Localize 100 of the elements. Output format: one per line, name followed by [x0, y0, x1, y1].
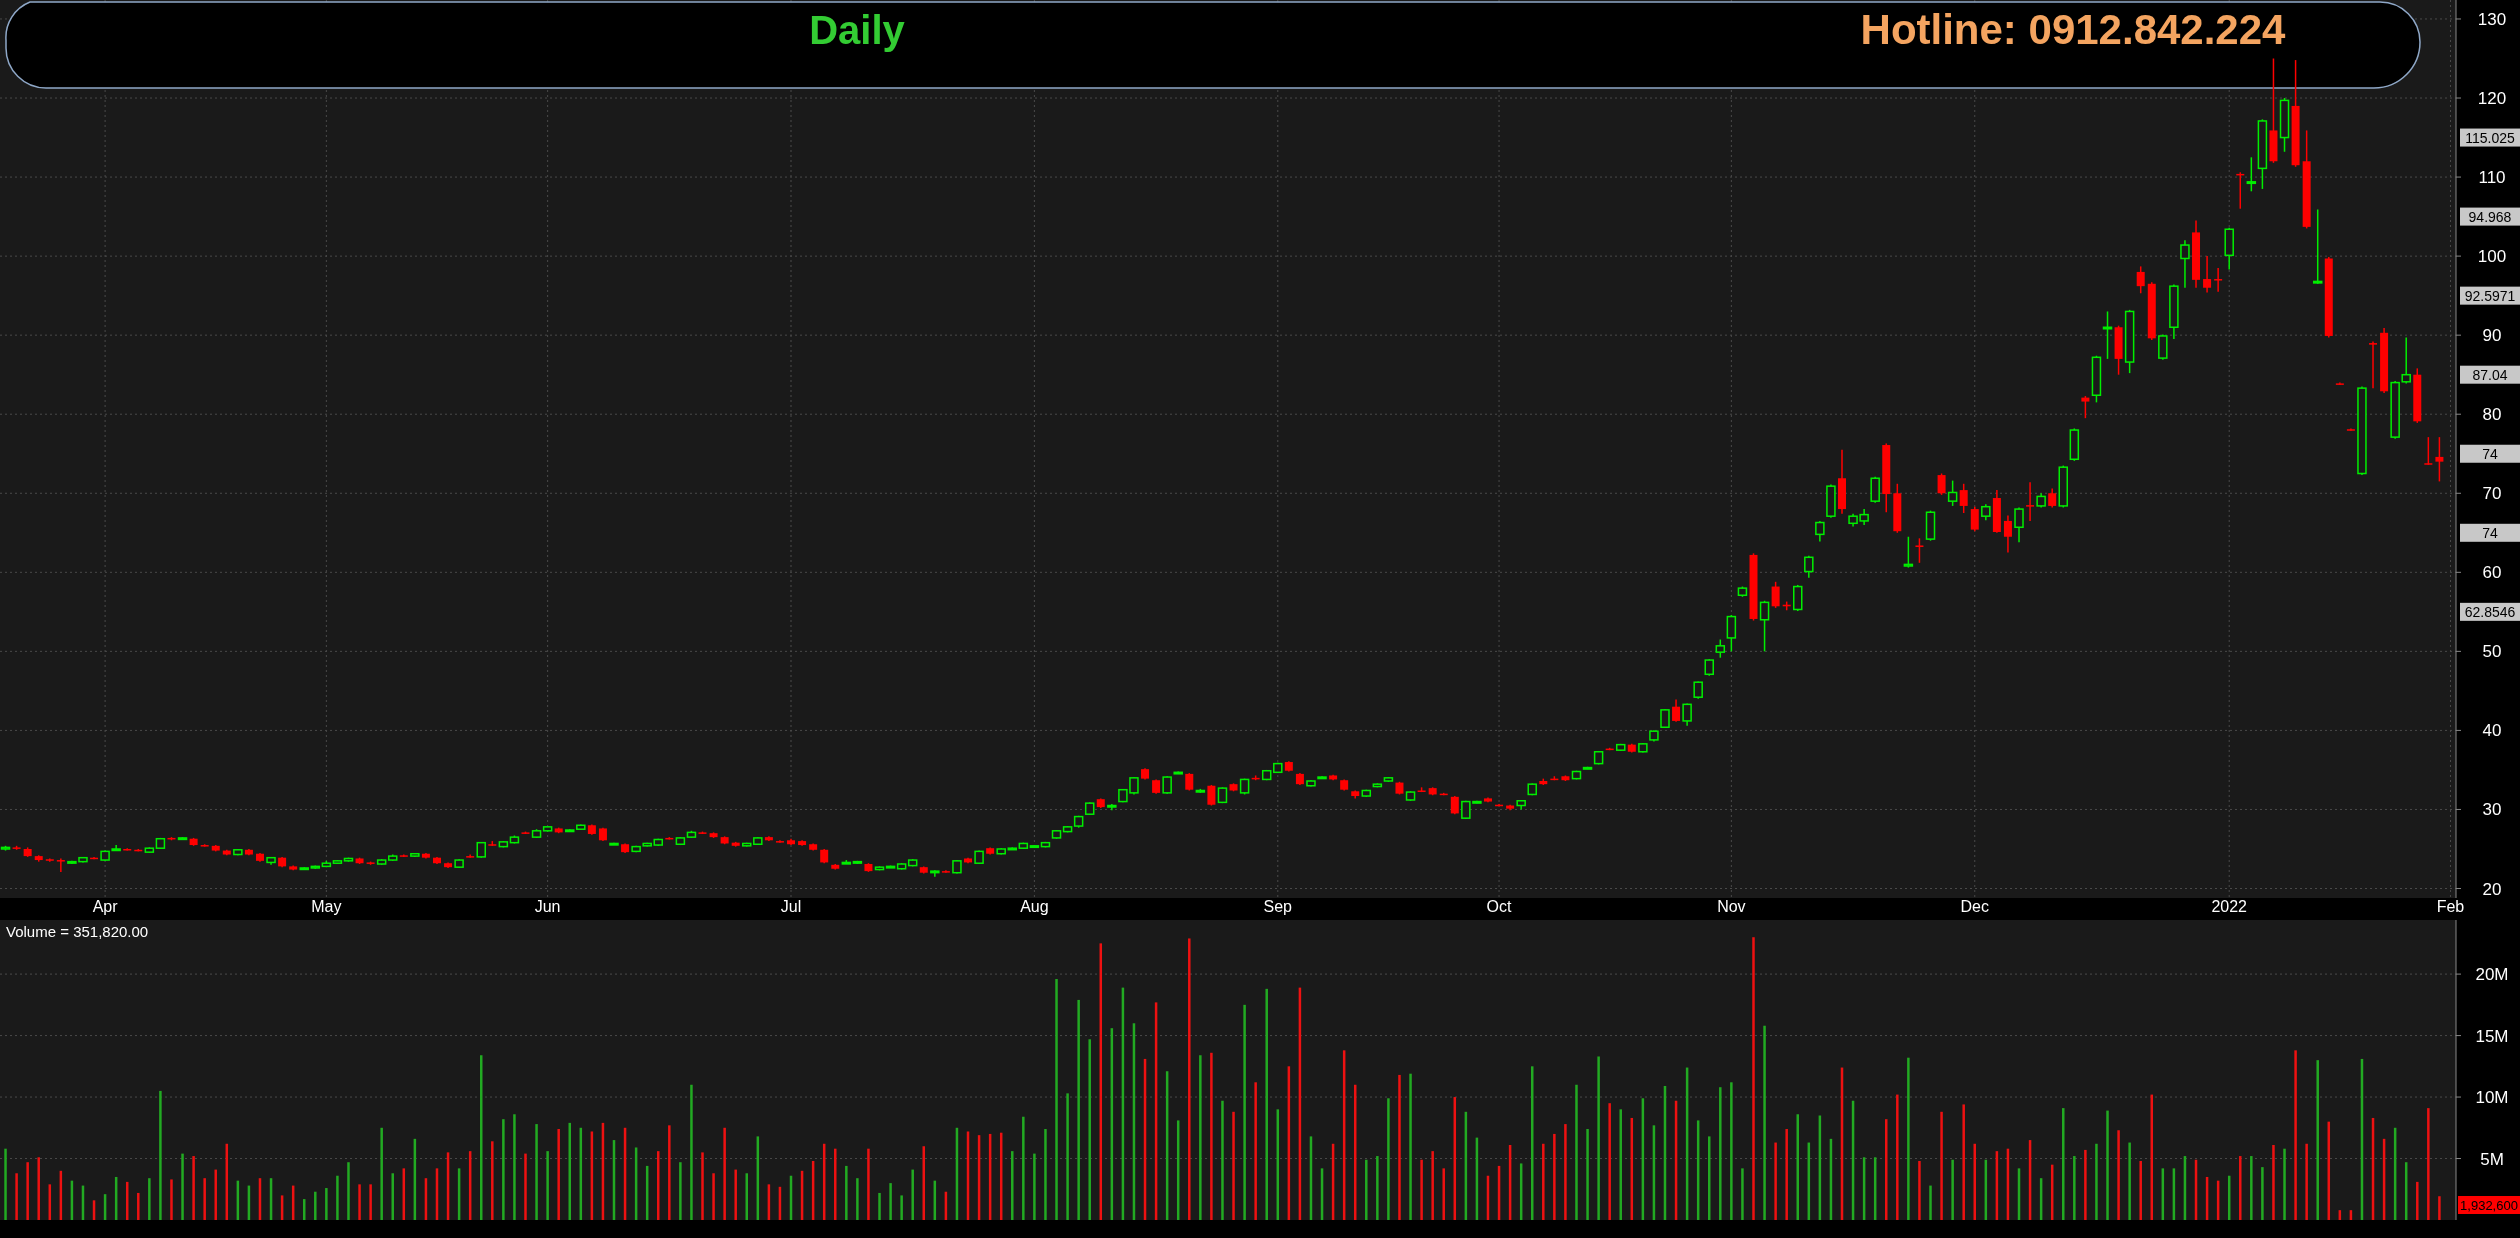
candlestick — [1959, 483, 1968, 514]
bar — [1586, 1129, 1589, 1220]
bar — [159, 1090, 162, 1220]
bar — [1918, 1160, 1921, 1220]
y-tick-label: 110 — [2478, 168, 2506, 188]
bar — [690, 1084, 693, 1220]
text: 92.5971 — [2464, 287, 2516, 304]
bar — [889, 1183, 892, 1220]
bar — [557, 1129, 560, 1220]
bar — [1774, 1142, 1777, 1220]
bar — [1619, 1109, 1622, 1220]
y-tick-label: 5M — [2480, 1149, 2504, 1169]
bar — [325, 1188, 328, 1220]
bar — [2128, 1142, 2131, 1220]
bar — [679, 1162, 682, 1220]
bar — [2438, 1196, 2441, 1220]
bar — [347, 1162, 350, 1220]
bar — [535, 1124, 538, 1220]
x-tick-label: Jun — [534, 898, 561, 915]
bar — [358, 1184, 361, 1220]
bar — [2272, 1145, 2275, 1220]
bar — [2117, 1130, 2120, 1220]
bar — [1221, 1100, 1224, 1220]
bar — [2139, 1160, 2142, 1220]
candlestick — [2158, 333, 2168, 361]
bar — [2283, 1148, 2286, 1220]
bar — [2239, 1156, 2242, 1220]
bar — [2305, 1143, 2308, 1220]
x-tick-label: Sep — [1263, 898, 1293, 915]
chart-title: Daily — [809, 8, 906, 52]
bar — [546, 1151, 549, 1220]
bar — [1044, 1129, 1047, 1220]
candlestick — [1804, 554, 1814, 579]
bar — [1951, 1159, 1954, 1220]
y-tick-label: 50 — [2482, 642, 2502, 662]
candlestick — [1970, 505, 1979, 532]
candlestick — [1903, 535, 1914, 569]
candlestick — [1771, 581, 1780, 609]
candlestick — [1759, 600, 1770, 653]
text: 94.968 — [2468, 208, 2512, 225]
bar — [1232, 1111, 1235, 1220]
bar — [1608, 1103, 1611, 1220]
bar — [568, 1122, 571, 1220]
x-tick-label: Apr — [92, 898, 119, 915]
bar — [723, 1127, 726, 1220]
candlestick — [2203, 255, 2212, 294]
candlestick — [2048, 487, 2057, 509]
bar — [900, 1195, 903, 1220]
bar — [314, 1191, 317, 1220]
bar — [26, 1162, 29, 1220]
candlestick — [1937, 472, 1946, 496]
candlestick — [1815, 520, 1825, 543]
bar — [856, 1178, 859, 1220]
bar — [1542, 1143, 1545, 1220]
bar — [1398, 1074, 1401, 1220]
bar — [181, 1153, 184, 1220]
bar — [911, 1169, 914, 1220]
candlestick — [2026, 481, 2035, 522]
candlestick — [2435, 436, 2444, 483]
text: 87.04 — [2472, 366, 2508, 383]
bar — [170, 1179, 173, 1220]
x-tick-label: Nov — [1717, 898, 1746, 915]
bar — [1885, 1119, 1888, 1220]
candlestick — [1947, 479, 1958, 507]
bar — [513, 1114, 516, 1220]
candlestick — [2214, 267, 2223, 293]
bar — [1409, 1073, 1412, 1220]
bar — [1597, 1056, 1600, 1221]
candlestick — [2312, 208, 2323, 285]
bar — [148, 1178, 151, 1220]
bar — [2106, 1110, 2109, 1220]
text: 115.025 — [2465, 129, 2515, 146]
x-tick-label: Feb — [2436, 898, 2465, 915]
x-tick-label: 2022 — [2211, 898, 2248, 915]
bar — [137, 1192, 140, 1220]
candlestick — [2102, 310, 2113, 360]
candlestick — [2246, 156, 2257, 193]
bar — [657, 1151, 660, 1220]
bar — [1796, 1114, 1799, 1220]
bar — [391, 1173, 394, 1220]
annotation: Hotline: 0912.842.224 — [1860, 6, 2287, 53]
candlestick — [2081, 395, 2090, 419]
bar — [4, 1148, 7, 1220]
bar — [845, 1165, 848, 1220]
text: 62.8546 — [2464, 603, 2516, 620]
bar — [834, 1148, 837, 1220]
y-tick-label: 130 — [2477, 9, 2507, 29]
bar — [1199, 1055, 1202, 1220]
bar — [1088, 1039, 1091, 1220]
bar — [867, 1148, 870, 1220]
candlestick — [1915, 537, 1924, 564]
bar — [336, 1175, 339, 1220]
bar — [1564, 1124, 1567, 1220]
candlestick — [2424, 436, 2433, 466]
bar — [1011, 1151, 1014, 1220]
bar — [2062, 1108, 2065, 1220]
candlestick — [2369, 340, 2378, 389]
candlestick — [2136, 265, 2145, 295]
bar — [1254, 1082, 1257, 1220]
text: 74 — [2482, 445, 2498, 462]
